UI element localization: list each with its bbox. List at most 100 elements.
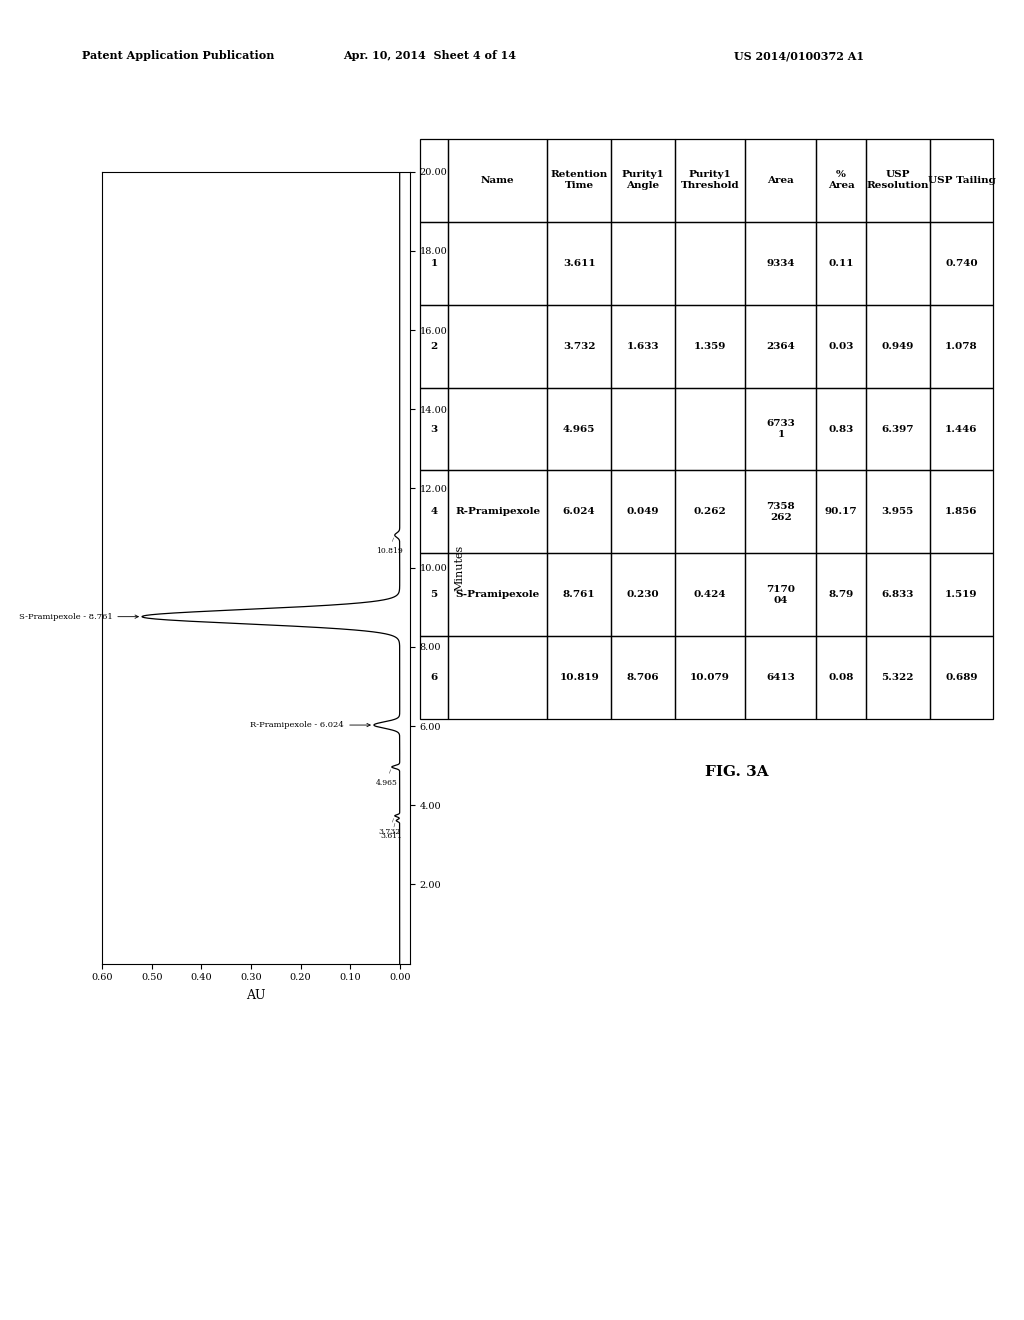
Text: 0.230: 0.230 (627, 590, 659, 599)
Text: 8.706: 8.706 (627, 673, 659, 682)
Text: Retention
Time: Retention Time (551, 170, 608, 190)
Bar (420, 139, 449, 222)
Text: 4.965: 4.965 (563, 425, 595, 433)
Bar (866, 388, 930, 470)
Text: 0.83: 0.83 (828, 425, 854, 433)
Text: 8.761: 8.761 (563, 590, 595, 599)
Text: 5: 5 (430, 590, 437, 599)
Bar (816, 222, 866, 305)
Bar (547, 636, 611, 719)
Text: 0.03: 0.03 (828, 342, 854, 351)
Text: 6.397: 6.397 (882, 425, 914, 433)
Bar (930, 139, 993, 222)
Bar (449, 305, 547, 388)
Bar (866, 139, 930, 222)
Text: 3: 3 (430, 425, 437, 433)
Bar (547, 139, 611, 222)
Bar (449, 388, 547, 470)
Bar (449, 470, 547, 553)
Bar (675, 305, 745, 388)
Bar (675, 139, 745, 222)
Bar (675, 636, 745, 719)
Bar (816, 553, 866, 636)
Text: Purity1
Threshold: Purity1 Threshold (681, 170, 739, 190)
Bar (420, 470, 449, 553)
Text: 6.024: 6.024 (563, 507, 595, 516)
Bar (449, 222, 547, 305)
Bar (866, 636, 930, 719)
Text: Area: Area (768, 176, 795, 185)
Bar (816, 305, 866, 388)
Text: 0.424: 0.424 (694, 590, 726, 599)
Bar (745, 636, 816, 719)
Text: 0.949: 0.949 (882, 342, 913, 351)
Bar (611, 305, 675, 388)
Text: Apr. 10, 2014  Sheet 4 of 14: Apr. 10, 2014 Sheet 4 of 14 (344, 50, 516, 61)
Bar (866, 470, 930, 553)
Bar (420, 305, 449, 388)
Bar (816, 139, 866, 222)
Text: 10.819: 10.819 (377, 537, 403, 554)
Text: R-Pramipexole: R-Pramipexole (455, 507, 541, 516)
Bar (449, 553, 547, 636)
Text: Patent Application Publication: Patent Application Publication (82, 50, 274, 61)
Text: 0.740: 0.740 (945, 259, 978, 268)
Text: 10.819: 10.819 (559, 673, 599, 682)
Bar (449, 636, 547, 719)
Text: USP
Resolution: USP Resolution (866, 170, 929, 190)
Bar (611, 222, 675, 305)
Bar (547, 470, 611, 553)
Text: 3.732: 3.732 (379, 818, 400, 836)
Text: 0.08: 0.08 (828, 673, 854, 682)
Text: 6413: 6413 (767, 673, 796, 682)
Bar (930, 388, 993, 470)
Bar (420, 222, 449, 305)
Bar (611, 470, 675, 553)
Text: 8.79: 8.79 (828, 590, 854, 599)
Text: 90.17: 90.17 (824, 507, 857, 516)
Bar (547, 222, 611, 305)
Bar (816, 388, 866, 470)
Bar (745, 139, 816, 222)
Text: 3.611: 3.611 (380, 824, 402, 841)
Text: 0.049: 0.049 (627, 507, 659, 516)
Text: 1.856: 1.856 (945, 507, 978, 516)
Bar (611, 388, 675, 470)
Bar (930, 222, 993, 305)
Text: US 2014/0100372 A1: US 2014/0100372 A1 (734, 50, 863, 61)
Bar (547, 553, 611, 636)
Text: 0.262: 0.262 (693, 507, 726, 516)
Text: 1: 1 (430, 259, 437, 268)
Bar (420, 636, 449, 719)
Bar (930, 636, 993, 719)
Text: 7358
262: 7358 262 (767, 503, 796, 521)
Text: Name: Name (481, 176, 514, 185)
Bar (930, 470, 993, 553)
Bar (745, 470, 816, 553)
Text: 1.446: 1.446 (945, 425, 978, 433)
Bar (611, 636, 675, 719)
Text: %
Area: % Area (827, 170, 854, 190)
Bar (675, 388, 745, 470)
Bar (930, 553, 993, 636)
Text: 4.965: 4.965 (376, 770, 397, 787)
Bar (611, 553, 675, 636)
Bar (420, 388, 449, 470)
Text: 6: 6 (430, 673, 437, 682)
Bar (449, 139, 547, 222)
Text: 3.611: 3.611 (563, 259, 595, 268)
Text: 4: 4 (430, 507, 437, 516)
Text: 2364: 2364 (767, 342, 796, 351)
Bar (547, 388, 611, 470)
Text: S-Pramipexole - 8.761: S-Pramipexole - 8.761 (18, 612, 138, 620)
Bar (745, 388, 816, 470)
Text: S-Pramipexole: S-Pramipexole (456, 590, 540, 599)
Bar (675, 553, 745, 636)
Text: Purity1
Angle: Purity1 Angle (622, 170, 665, 190)
Bar (611, 139, 675, 222)
Bar (675, 470, 745, 553)
Text: 3.955: 3.955 (882, 507, 913, 516)
Bar (745, 305, 816, 388)
Text: 1.519: 1.519 (945, 590, 978, 599)
Text: 6733
1: 6733 1 (767, 420, 796, 438)
